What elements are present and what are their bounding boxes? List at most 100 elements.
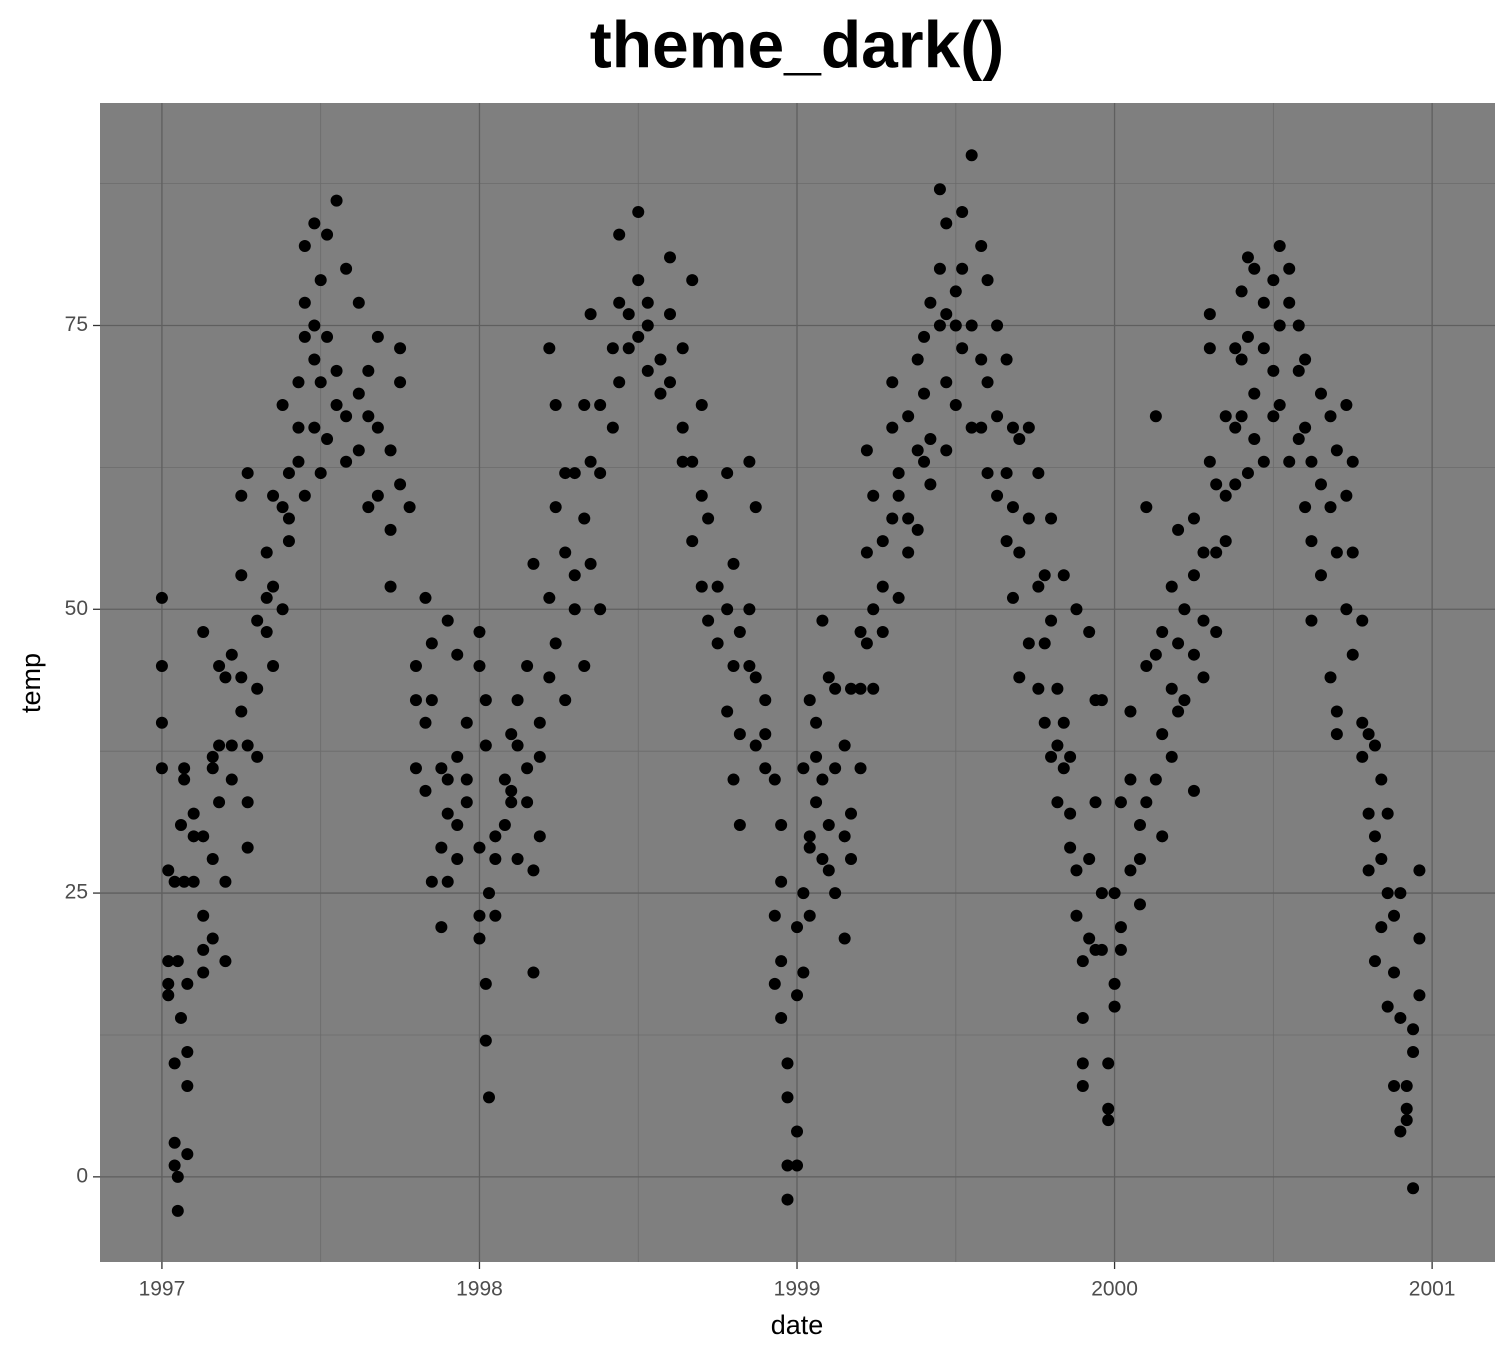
point [892,467,905,480]
point [911,523,924,536]
point [822,671,835,684]
point [352,296,365,309]
point [641,296,654,309]
point [371,489,384,502]
point [1314,387,1327,400]
point [197,943,210,956]
point [441,807,454,820]
point [314,274,327,287]
point [721,705,734,718]
point [521,762,534,775]
point [775,1011,788,1024]
point [876,625,889,638]
point [235,705,248,718]
point [886,376,899,389]
point [1241,251,1254,264]
point [1006,501,1019,514]
point [803,830,816,843]
point [511,739,524,752]
point [803,909,816,922]
point [460,716,473,729]
point [578,398,591,411]
point [902,546,915,559]
point [924,296,937,309]
point [918,387,931,400]
point [543,591,556,604]
y-tick-label: 25 [65,881,88,904]
point [251,750,264,763]
point [527,966,540,979]
point [1070,603,1083,616]
point [1000,353,1013,366]
point [1013,433,1026,446]
point [1248,387,1261,400]
point [162,955,175,968]
point [1381,887,1394,900]
point [1219,410,1232,423]
point [1076,1011,1089,1024]
point [775,818,788,831]
point [702,614,715,627]
y-axis-title: temp [16,653,46,713]
point [686,535,699,548]
point [1340,603,1353,616]
point [886,512,899,525]
point [686,274,699,287]
point [1299,501,1312,514]
point [197,966,210,979]
point [860,637,873,650]
point [340,410,353,423]
point [1108,1000,1121,1013]
point [1368,739,1381,752]
point [578,660,591,673]
point [606,342,619,355]
point [276,501,289,514]
point [1038,637,1051,650]
point [1013,671,1026,684]
point [225,773,238,786]
point [155,716,168,729]
point [330,194,343,207]
point [1000,467,1013,480]
point [1235,285,1248,298]
point [1257,296,1270,309]
point [1156,830,1169,843]
point [1108,887,1121,900]
point [489,830,502,843]
point [1388,1080,1401,1093]
point [1219,535,1232,548]
point [1057,716,1070,729]
point [394,376,407,389]
point [1210,625,1223,638]
point [924,478,937,491]
point [213,660,226,673]
point [1051,796,1064,809]
point [1178,694,1191,707]
point [384,444,397,457]
point [549,501,562,514]
point [1022,421,1035,434]
point [298,296,311,309]
point [1032,580,1045,593]
point [791,921,804,934]
point [225,739,238,752]
point [1045,512,1058,525]
point [1102,1114,1115,1127]
point [965,319,978,332]
point [1108,977,1121,990]
point [1070,909,1083,922]
point [1394,1125,1407,1138]
point [1413,932,1426,945]
point [1187,648,1200,661]
point [613,228,626,241]
point [975,353,988,366]
point [340,455,353,468]
point [235,671,248,684]
y-tick-label: 0 [76,1164,88,1187]
point [1368,955,1381,968]
point [282,467,295,480]
point [330,398,343,411]
point [543,671,556,684]
point [171,1170,184,1183]
point [584,455,597,468]
